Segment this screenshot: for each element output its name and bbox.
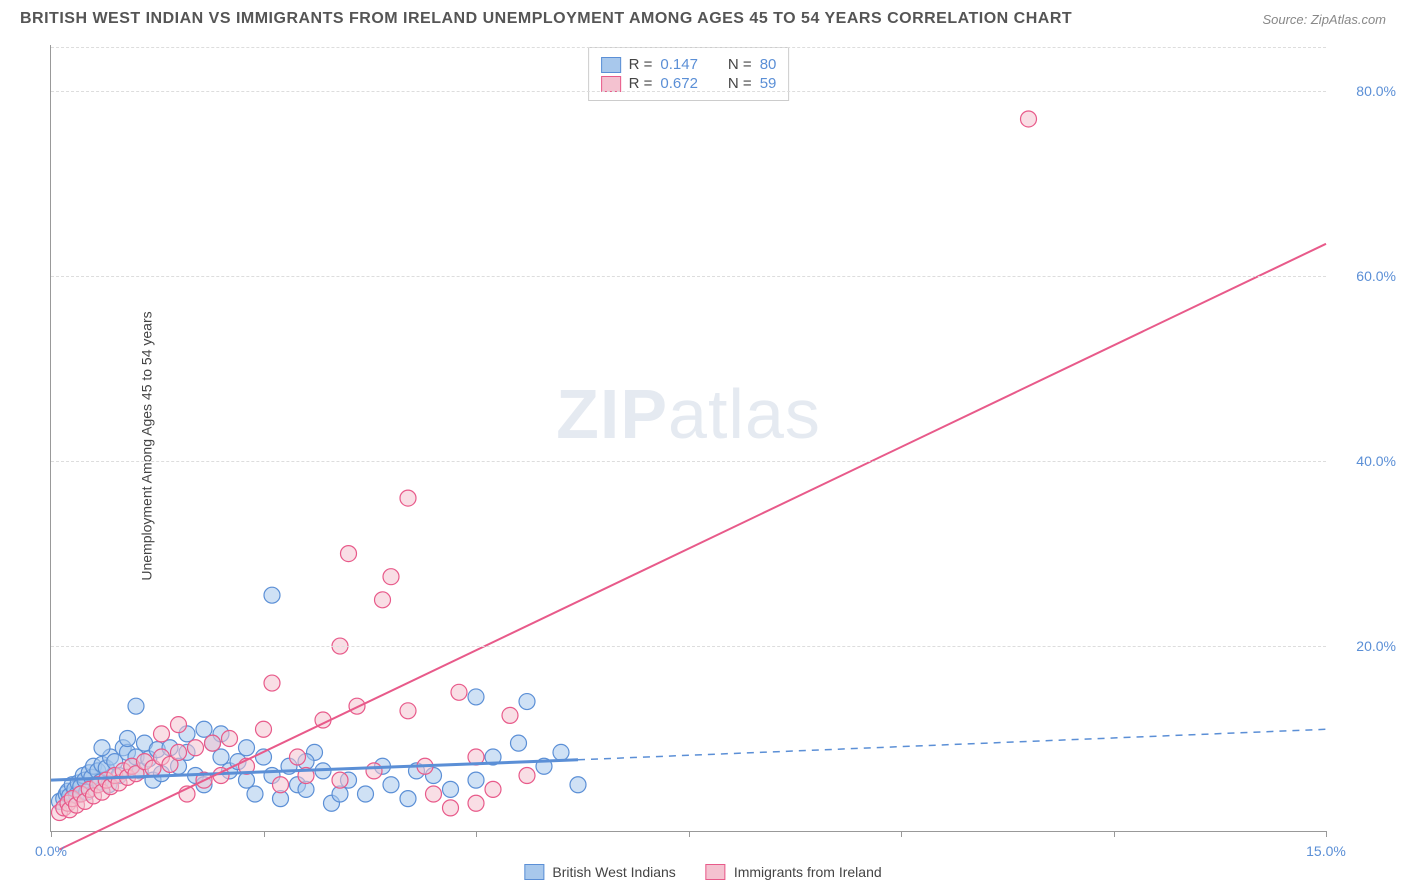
r-label-2: R = bbox=[629, 75, 653, 92]
data-point bbox=[468, 689, 484, 705]
data-point bbox=[256, 721, 272, 737]
data-point bbox=[443, 781, 459, 797]
data-point bbox=[120, 731, 136, 747]
data-point bbox=[400, 703, 416, 719]
chart-title: BRITISH WEST INDIAN VS IMMIGRANTS FROM I… bbox=[20, 10, 1072, 28]
data-point bbox=[273, 777, 289, 793]
source-label: Source: ZipAtlas.com bbox=[1262, 12, 1386, 27]
r-value-2: 0.672 bbox=[660, 75, 698, 92]
data-point bbox=[400, 791, 416, 807]
data-point bbox=[443, 800, 459, 816]
data-point bbox=[128, 698, 144, 714]
title-bar: BRITISH WEST INDIAN VS IMMIGRANTS FROM I… bbox=[0, 0, 1406, 33]
data-point bbox=[570, 777, 586, 793]
trend-line bbox=[60, 244, 1327, 850]
r-label-1: R = bbox=[629, 56, 653, 73]
data-point bbox=[247, 786, 263, 802]
data-point bbox=[400, 490, 416, 506]
r-value-1: 0.147 bbox=[660, 56, 698, 73]
legend-swatch-1 bbox=[524, 864, 544, 880]
n-value-1: 80 bbox=[760, 56, 777, 73]
legend-item-2: Immigrants from Ireland bbox=[706, 864, 882, 880]
chart-plot-area: ZIPatlas R = 0.147 N = 80 R = 0.672 N = … bbox=[50, 45, 1326, 832]
data-point bbox=[222, 731, 238, 747]
stats-row-1: R = 0.147 N = 80 bbox=[601, 56, 777, 73]
n-value-2: 59 bbox=[760, 75, 777, 92]
data-point bbox=[366, 763, 382, 779]
swatch-series-1 bbox=[601, 57, 621, 73]
y-tick-label: 60.0% bbox=[1356, 268, 1396, 284]
data-point bbox=[154, 726, 170, 742]
data-point bbox=[519, 768, 535, 784]
data-point bbox=[502, 707, 518, 723]
y-tick-label: 20.0% bbox=[1356, 638, 1396, 654]
data-point bbox=[358, 786, 374, 802]
trend-line-dashed bbox=[578, 729, 1326, 760]
legend-item-1: British West Indians bbox=[524, 864, 675, 880]
data-point bbox=[213, 749, 229, 765]
data-point bbox=[341, 546, 357, 562]
n-label-1: N = bbox=[728, 56, 752, 73]
data-point bbox=[188, 740, 204, 756]
bottom-legend: British West Indians Immigrants from Ire… bbox=[524, 864, 881, 880]
data-point bbox=[375, 592, 391, 608]
x-tick-label: 0.0% bbox=[35, 843, 67, 859]
data-point bbox=[196, 721, 212, 737]
data-point bbox=[451, 684, 467, 700]
data-point bbox=[553, 744, 569, 760]
data-point bbox=[383, 569, 399, 585]
data-point bbox=[264, 675, 280, 691]
y-tick-label: 80.0% bbox=[1356, 83, 1396, 99]
data-point bbox=[485, 781, 501, 797]
data-point bbox=[426, 786, 442, 802]
legend-swatch-2 bbox=[706, 864, 726, 880]
data-point bbox=[94, 740, 110, 756]
data-point bbox=[264, 587, 280, 603]
stats-row-2: R = 0.672 N = 59 bbox=[601, 75, 777, 92]
data-point bbox=[519, 694, 535, 710]
x-tick-label: 15.0% bbox=[1306, 843, 1346, 859]
y-tick-label: 40.0% bbox=[1356, 453, 1396, 469]
scatter-svg bbox=[51, 45, 1326, 831]
n-label-2: N = bbox=[728, 75, 752, 92]
data-point bbox=[171, 744, 187, 760]
data-point bbox=[511, 735, 527, 751]
swatch-series-2 bbox=[601, 76, 621, 92]
data-point bbox=[383, 777, 399, 793]
data-point bbox=[239, 740, 255, 756]
data-point bbox=[468, 772, 484, 788]
legend-label-2: Immigrants from Ireland bbox=[734, 864, 882, 880]
data-point bbox=[332, 772, 348, 788]
legend-label-1: British West Indians bbox=[552, 864, 675, 880]
data-point bbox=[205, 735, 221, 751]
data-point bbox=[290, 749, 306, 765]
data-point bbox=[1021, 111, 1037, 127]
stats-legend-box: R = 0.147 N = 80 R = 0.672 N = 59 bbox=[588, 47, 790, 101]
data-point bbox=[171, 717, 187, 733]
data-point bbox=[468, 795, 484, 811]
